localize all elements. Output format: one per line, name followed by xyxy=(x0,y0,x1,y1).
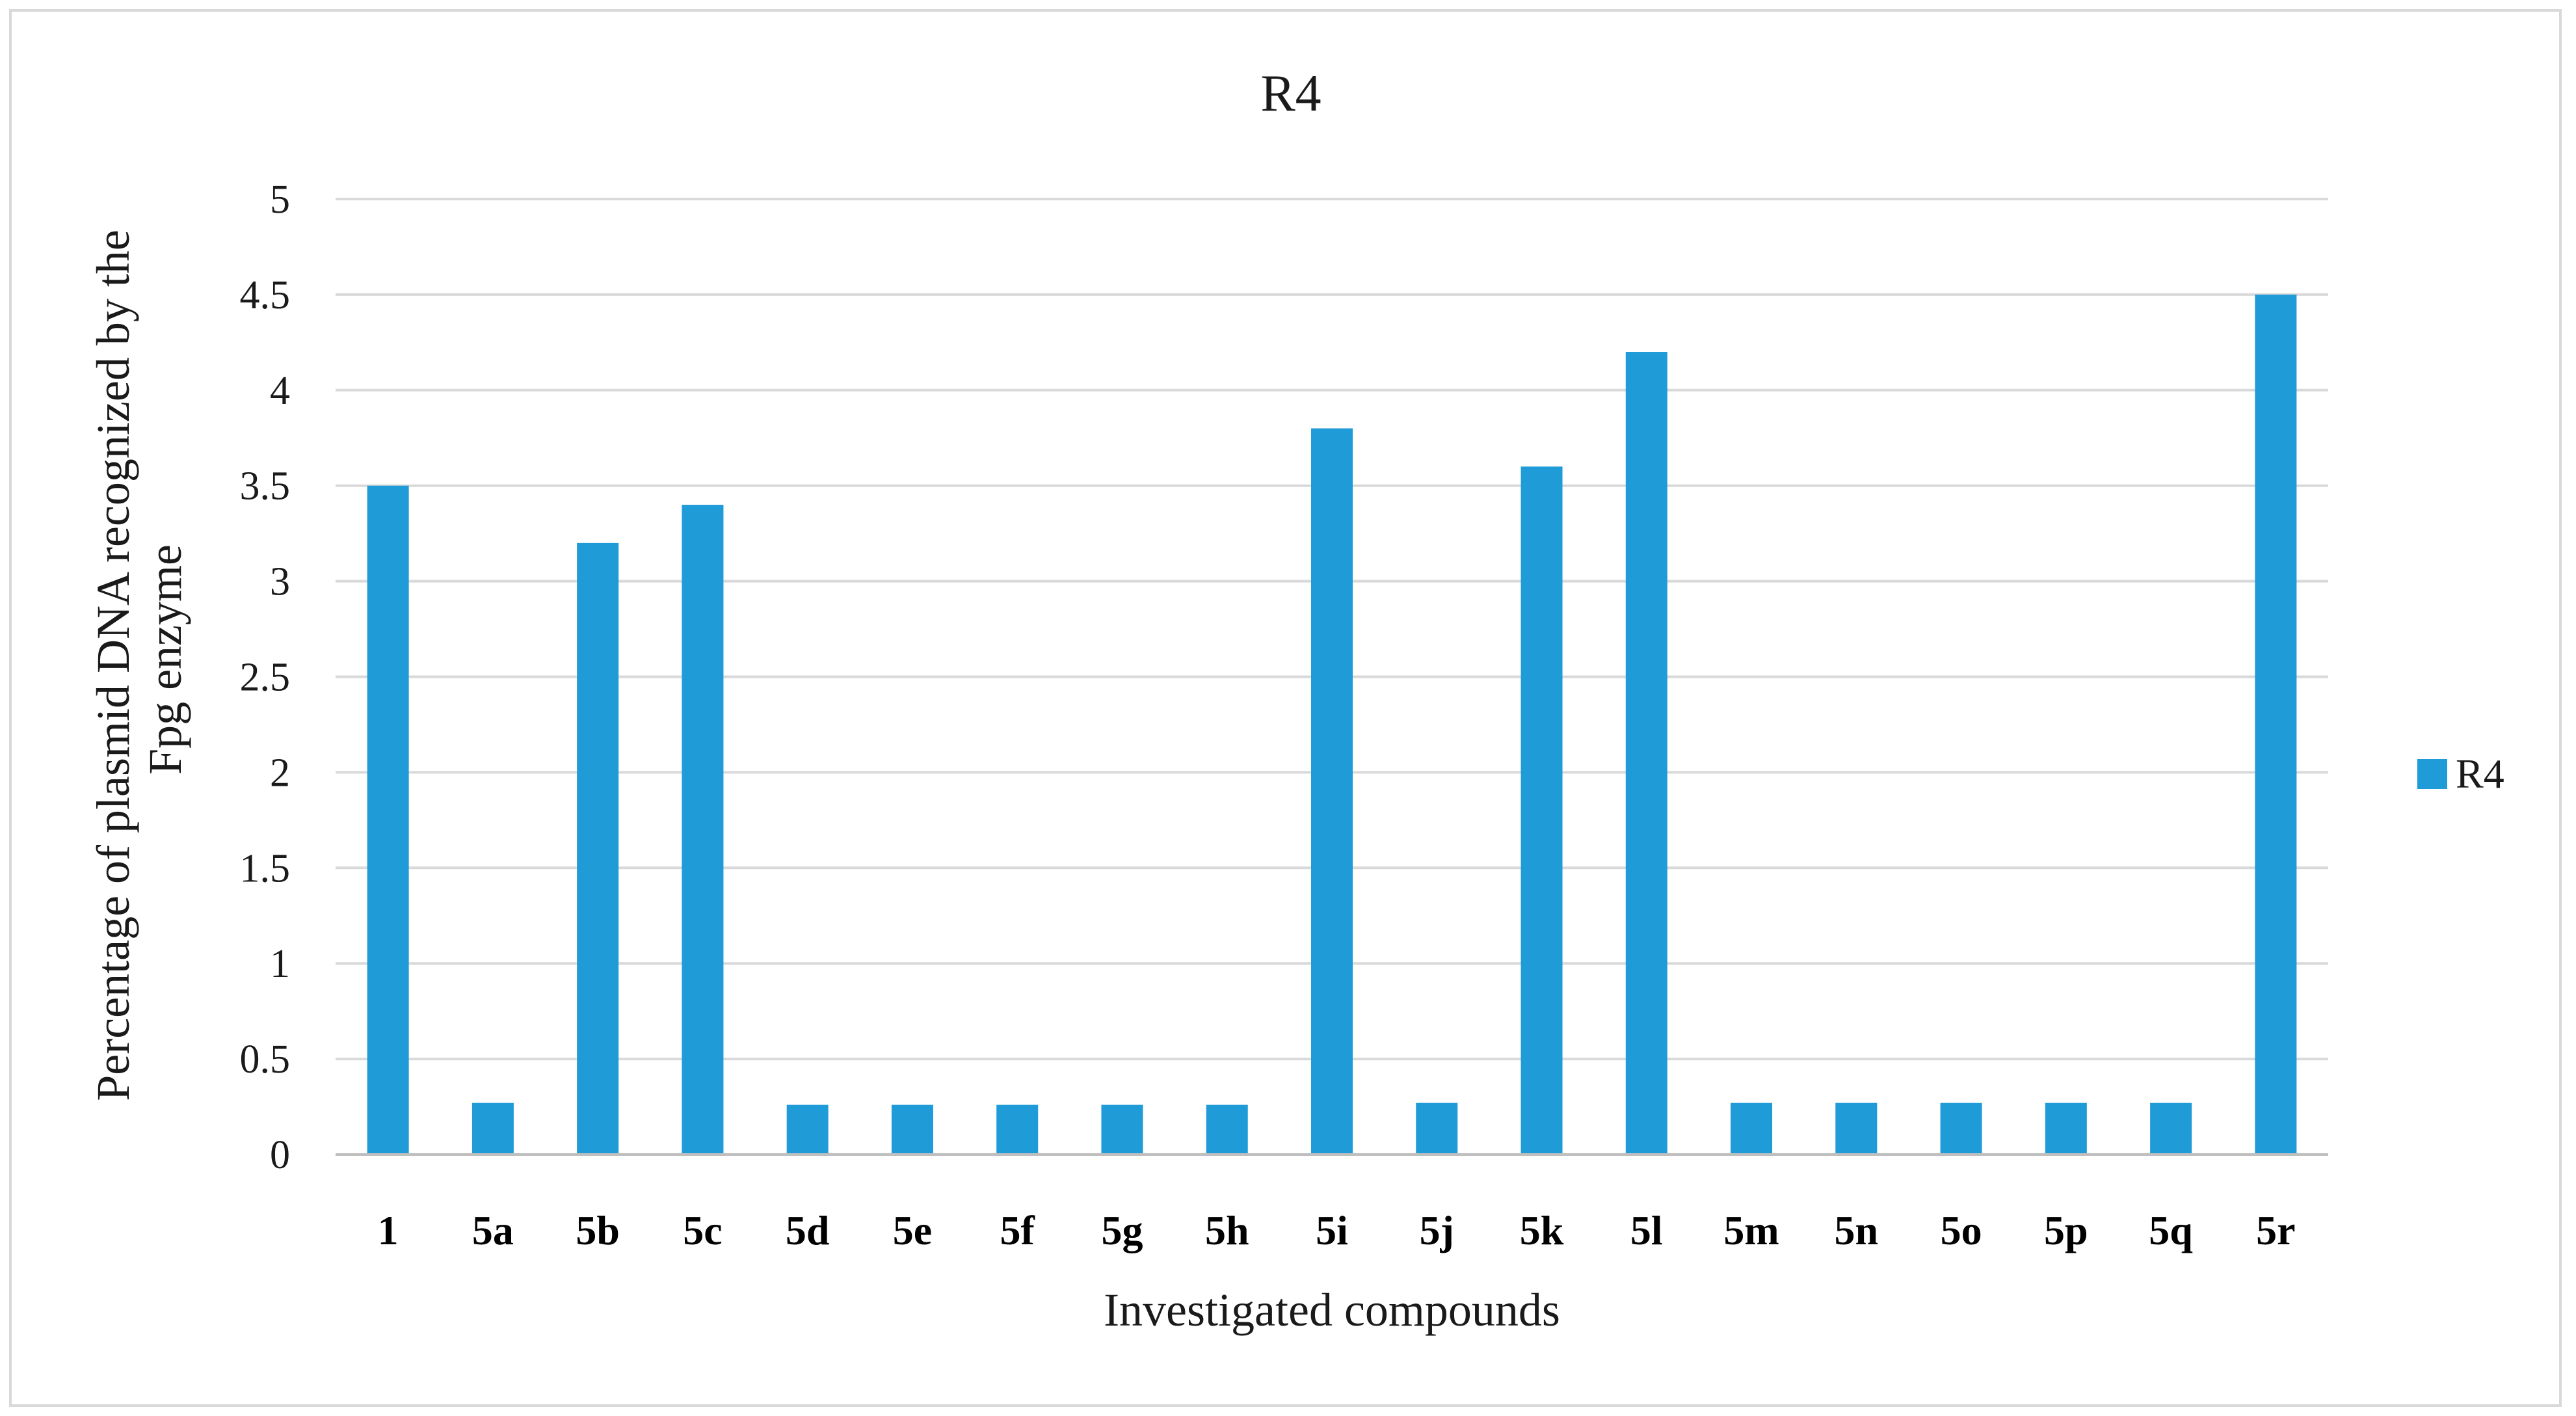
y-axis-title: Percentage of plasmid DNA recognized by … xyxy=(87,218,191,1101)
bar-5f xyxy=(996,1104,1039,1155)
bar-1 xyxy=(367,485,409,1155)
bar-5p xyxy=(2045,1102,2087,1155)
y-tick-label: 0.5 xyxy=(240,1037,291,1082)
x-tick-label: 5f xyxy=(1000,1207,1035,1253)
bar-5m xyxy=(1731,1102,1773,1155)
x-tick-label: 5k xyxy=(1520,1207,1564,1253)
x-tick-label: 5c xyxy=(683,1207,722,1253)
x-tick-label: 1 xyxy=(378,1207,399,1253)
legend-swatch-r4 xyxy=(2417,759,2447,789)
x-tick-label: 5e xyxy=(893,1207,932,1253)
bar-5q xyxy=(2150,1102,2192,1155)
y-tick-label: 4.5 xyxy=(240,273,291,317)
y-tick-label: 3.5 xyxy=(240,464,291,509)
y-tick-label: 3 xyxy=(270,560,290,604)
y-tick-label: 1 xyxy=(270,942,290,986)
y-tick-label: 0 xyxy=(270,1133,290,1177)
bar-5c xyxy=(682,505,724,1155)
x-tick-label: 5m xyxy=(1723,1207,1779,1253)
x-tick-label: 5r xyxy=(2256,1207,2295,1253)
bar-5h xyxy=(1206,1104,1248,1155)
bar-5g xyxy=(1101,1104,1143,1155)
x-tick-label: 5q xyxy=(2149,1207,2193,1253)
x-tick-label: 5l xyxy=(1630,1207,1663,1253)
bar-5j xyxy=(1416,1102,1458,1155)
y-tick-label: 2 xyxy=(270,751,290,795)
bar-5l xyxy=(1625,352,1667,1155)
bar-5n xyxy=(1835,1102,1878,1155)
x-tick-label: 5o xyxy=(1941,1207,1982,1253)
y-tick-label: 5 xyxy=(270,178,290,222)
chart-title: R4 xyxy=(1260,65,1321,122)
y-tick-label: 1.5 xyxy=(240,846,291,890)
bar-5r xyxy=(2255,294,2297,1155)
y-tick-label: 2.5 xyxy=(240,656,291,700)
x-axis-title: Investigated compounds xyxy=(1104,1284,1560,1336)
x-tick-label: 5h xyxy=(1205,1207,1249,1253)
y-axis-ticks: 0 0.5 1 1.5 2 2.5 3 3.5 4 4.5 5 xyxy=(240,178,291,1177)
legend: R4 xyxy=(2417,751,2504,797)
legend-label-r4: R4 xyxy=(2456,751,2504,797)
bar-5i xyxy=(1311,428,1353,1155)
y-axis-title-line-2: Fpg enzyme xyxy=(139,544,191,775)
x-tick-label: 5g xyxy=(1101,1207,1143,1253)
bars xyxy=(367,294,2297,1155)
x-tick-label: 5j xyxy=(1420,1207,1454,1253)
x-tick-label: 5i xyxy=(1316,1207,1348,1253)
x-axis-ticks: 1 5a 5b 5c 5d 5e 5f 5g 5h 5i 5j 5k 5l 5m 5n 5o 5p 5q 5r xyxy=(378,1207,2296,1253)
bar-5o xyxy=(1940,1102,1982,1155)
x-tick-label: 5d xyxy=(786,1207,830,1253)
y-axis-title-line-1: Percentage of plasmid DNA recognized by … xyxy=(87,230,139,1101)
x-tick-label: 5a xyxy=(472,1207,514,1253)
bar-5k xyxy=(1520,466,1563,1155)
x-tick-label: 5p xyxy=(2044,1207,2088,1253)
bar-5d xyxy=(786,1104,829,1155)
bar-5e xyxy=(891,1104,933,1155)
y-tick-label: 4 xyxy=(270,369,290,413)
gridlines xyxy=(336,198,2328,1061)
bar-5a xyxy=(471,1102,514,1155)
chart-frame xyxy=(9,9,2562,1407)
bar-5b xyxy=(577,542,619,1155)
x-tick-label: 5n xyxy=(1835,1207,1879,1253)
x-tick-label: 5b xyxy=(576,1207,620,1253)
